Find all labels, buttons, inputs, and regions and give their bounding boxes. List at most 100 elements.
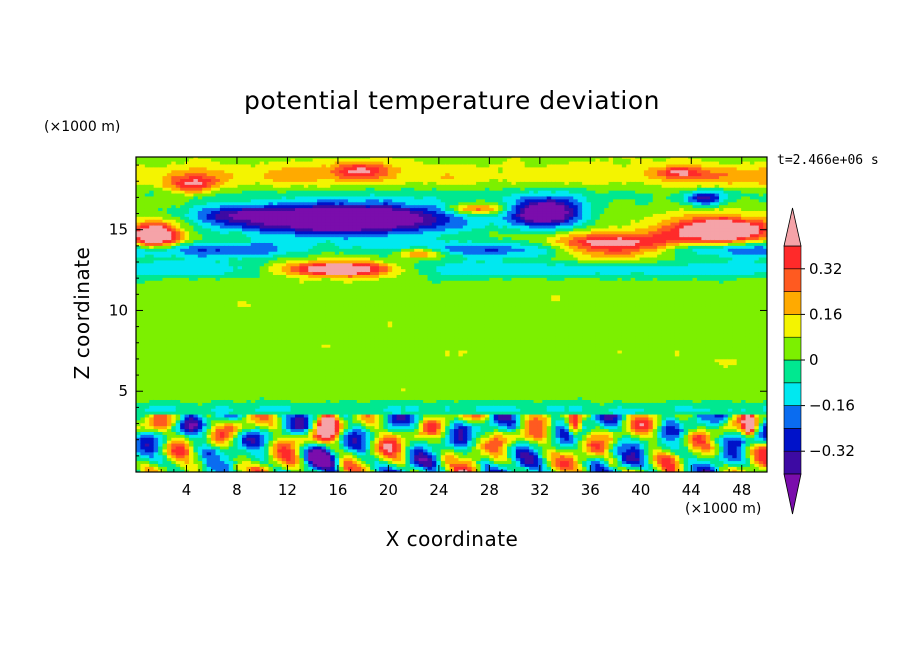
contour-cell (303, 466, 309, 470)
contour-cell (153, 442, 159, 447)
contour-cell (250, 283, 256, 287)
contour-cell (175, 349, 181, 354)
contour-cell (233, 393, 239, 398)
contour-cell (162, 285, 168, 290)
contour-cell (237, 434, 243, 438)
contour-cell (153, 390, 159, 395)
contour-cell (193, 349, 199, 354)
contour-cell (224, 346, 230, 351)
contour-cell (140, 317, 146, 322)
contour-cell (211, 303, 217, 307)
contour-cell (237, 157, 243, 159)
contour-cell (268, 317, 274, 322)
contour-cell (250, 428, 256, 432)
contour-cell (206, 466, 212, 470)
contour-cell (193, 314, 199, 319)
contour-cell (321, 448, 327, 453)
contour-cell (184, 309, 190, 313)
contour-cell (317, 469, 323, 472)
contour-cell (224, 160, 230, 165)
contour-cell (193, 160, 199, 165)
contour-cell (255, 384, 261, 389)
contour-cell (308, 393, 314, 398)
contour-cell (255, 440, 261, 444)
contour-cell (308, 387, 314, 392)
contour-cell (303, 239, 309, 243)
contour-cell (224, 207, 230, 212)
contour-cell (259, 309, 265, 313)
contour-cell (136, 448, 142, 453)
contour-cell (189, 370, 195, 374)
contour-cell (206, 294, 212, 299)
contour-cell (268, 169, 274, 174)
contour-cell (272, 396, 279, 401)
contour-cell (206, 384, 212, 389)
contour-cell (290, 233, 296, 238)
contour-cell (180, 419, 186, 424)
contour-cell (272, 405, 279, 409)
contour-cell (211, 341, 217, 345)
contour-cell (162, 221, 168, 226)
contour-cell (299, 431, 305, 435)
contour-cell (162, 256, 168, 261)
contour-cell (308, 390, 314, 395)
contour-cell (242, 323, 248, 328)
contour-cell (259, 364, 265, 369)
contour-cell (175, 346, 181, 351)
contour-cell (242, 224, 248, 229)
contour-cell (162, 271, 168, 275)
contour-cell (180, 236, 186, 241)
contour-cell (268, 253, 274, 258)
contour-cell (281, 160, 287, 165)
contour-cell (228, 381, 234, 386)
contour-cell (153, 422, 159, 427)
contour-cell (317, 192, 323, 197)
contour-cell (149, 189, 155, 194)
contour-cell (290, 288, 296, 293)
contour-cell (299, 245, 305, 249)
contour-cell (290, 454, 296, 459)
contour-cell (158, 396, 164, 401)
contour-cell (149, 317, 155, 322)
contour-cell (255, 469, 261, 472)
contour-cell (144, 221, 150, 226)
contour-cell (268, 448, 274, 453)
contour-cell (299, 469, 305, 472)
contour-cell (158, 245, 164, 249)
contour-cell (193, 288, 199, 293)
contour-cell (286, 323, 292, 328)
contour-cell (211, 294, 217, 299)
contour-cell (312, 463, 318, 467)
contour-cell (308, 189, 314, 194)
contour-cell (308, 230, 314, 235)
contour-cell (250, 274, 256, 278)
contour-cell (228, 245, 234, 249)
contour-cell (202, 376, 208, 380)
contour-cell (264, 437, 270, 441)
contour-cell (255, 283, 261, 287)
contour-cell (237, 396, 243, 401)
contour-cell (308, 288, 314, 293)
contour-cell (140, 428, 146, 432)
contour-cell (219, 352, 226, 357)
contour-cell (153, 239, 159, 243)
contour-cell (312, 373, 318, 377)
contour-cell (162, 405, 168, 409)
contour-cell (268, 259, 274, 264)
contour-cell (158, 326, 164, 331)
contour-cell (158, 271, 164, 275)
contour-cell (158, 187, 164, 191)
contour-cell (303, 178, 309, 182)
contour-cell (281, 181, 287, 185)
contour-cell (211, 312, 217, 316)
contour-cell (264, 157, 270, 162)
contour-cell (140, 376, 146, 380)
contour-cell (215, 346, 221, 351)
contour-cell (312, 280, 318, 284)
contour-cell (149, 221, 155, 226)
contour-cell (197, 277, 203, 281)
contour-cell (255, 335, 261, 339)
contour-cell (202, 192, 208, 197)
contour-cell (308, 271, 314, 275)
contour-cell (264, 399, 270, 403)
